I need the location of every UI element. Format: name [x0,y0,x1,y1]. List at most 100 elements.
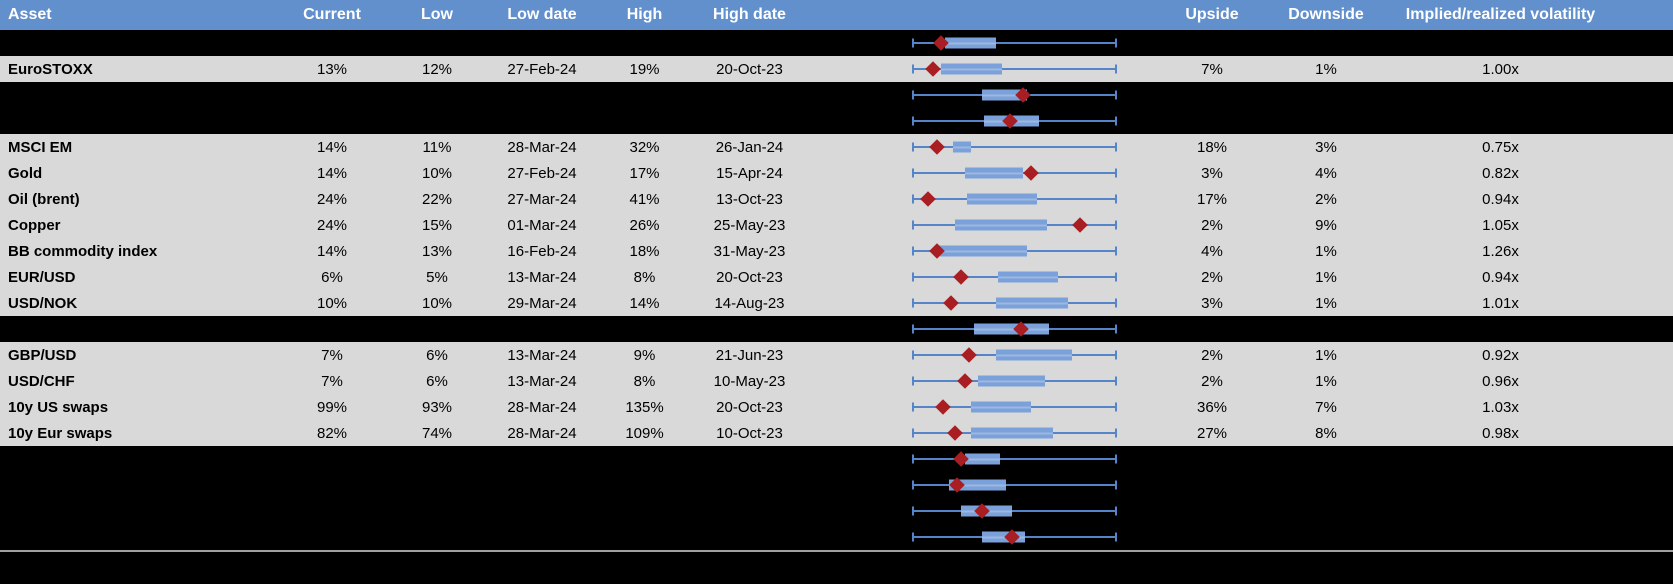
cell-implied-realized: 0.98x [1482,424,1519,442]
cell-low: 6% [426,346,448,364]
asset-name: Oil (brent) [8,190,80,208]
footer-divider [0,550,1673,552]
spacer-row [0,316,1673,342]
cell-high: 8% [633,372,656,390]
cell-boxplot [807,56,1127,82]
diamond-marker-icon [1072,217,1088,233]
table-row: Copper 24% 15% 01-Mar-24 26% 25-May-23 2% 9% 1.0… [0,212,1673,238]
cell-boxplot [807,316,1127,342]
percentile-box [981,89,1027,101]
table-row: EuroSTOXX 13% 12% 27-Feb-24 19% 20-Oct-23 7% 1%… [0,56,1673,82]
cell-low: 5% [426,268,448,286]
cell-current: 24% [316,216,348,234]
cell-boxplot [807,368,1127,394]
whisker-cap-left [912,194,914,204]
table-row: 10y US swaps 99% 93% 28-Mar-24 135% 20-Oct-23… [0,394,1673,420]
cell-current: 14% [316,138,348,156]
whisker-cap-left [912,324,914,334]
spacer-row [0,82,1673,108]
cell-low: 74% [421,424,453,442]
asset-name: USD/NOK [8,294,78,312]
column-header-high-date: High date [713,6,786,23]
cell-boxplot [807,472,1127,498]
whisker-cap-left [912,90,914,100]
whisker-cap-right [1115,64,1117,74]
whisker-cap-left [912,38,914,48]
cell-boxplot [807,420,1127,446]
range-boxplot [912,134,1117,160]
cell-current: 7% [321,346,343,364]
footer-band [0,552,1673,584]
cell-low-date: 13-Mar-24 [507,268,577,286]
asset-name: EUR/USD [8,268,76,286]
percentile-box [971,427,1054,439]
cell-downside: 1% [1315,268,1337,286]
table-row: BB commodity index 14% 13% 16-Feb-24 18% 31-M… [0,238,1673,264]
cell-high: 17% [629,164,660,182]
cell-current: 10% [316,294,348,312]
range-whisker-line [912,146,1117,148]
cell-implied-realized: 0.96x [1482,372,1519,390]
cell-low-date: 16-Feb-24 [507,242,577,260]
cell-implied-realized: 0.92x [1482,346,1519,364]
range-whisker-line [912,68,1117,70]
range-boxplot [912,82,1117,108]
whisker-cap-right [1115,428,1117,438]
cell-low-date: 01-Mar-24 [507,216,577,234]
cell-high-date: 20-Oct-23 [716,60,783,78]
cell-high: 41% [629,190,660,208]
whisker-cap-right [1115,532,1117,542]
percentile-box [953,141,972,153]
cell-boxplot [807,394,1127,420]
cell-high-date: 15-Apr-24 [716,164,783,182]
cell-downside: 8% [1315,424,1337,442]
range-boxplot [912,524,1117,550]
cell-boxplot [807,160,1127,186]
cell-downside: 9% [1315,216,1337,234]
whisker-cap-right [1115,194,1117,204]
cell-low: 22% [421,190,453,208]
whisker-cap-right [1115,454,1117,464]
percentile-box [965,453,1001,465]
cell-low-date: 13-Mar-24 [507,346,577,364]
percentile-box [996,297,1068,309]
range-boxplot [912,394,1117,420]
spacer-row [0,524,1673,550]
cell-upside: 3% [1201,294,1223,312]
cell-high: 26% [629,216,660,234]
cell-current: 14% [316,164,348,182]
cell-downside: 7% [1315,398,1337,416]
cell-high: 109% [625,424,664,442]
percentile-box [977,375,1046,387]
table-row: USD/NOK 10% 10% 29-Mar-24 14% 14-Aug-23 3% 1% 1.… [0,290,1673,316]
cell-low-date: 28-Mar-24 [507,424,577,442]
cell-high: 135% [625,398,664,416]
cell-downside: 1% [1315,242,1337,260]
cell-upside: 18% [1196,138,1228,156]
cell-high-date: 20-Oct-23 [716,268,783,286]
whisker-cap-left [912,402,914,412]
cell-boxplot [807,498,1127,524]
cell-boxplot [807,108,1127,134]
cell-low-date: 28-Mar-24 [507,398,577,416]
whisker-cap-left [912,142,914,152]
asset-name: BB commodity index [8,242,158,260]
cell-boxplot [807,134,1127,160]
diamond-marker-icon [934,399,951,415]
cell-boxplot [807,186,1127,212]
whisker-cap-left [912,272,914,282]
whisker-cap-left [912,64,914,74]
asset-name: Copper [8,216,61,234]
whisker-cap-left [912,168,914,178]
cell-high: 14% [629,294,660,312]
whisker-cap-left [912,246,914,256]
cell-boxplot [807,264,1127,290]
whisker-cap-left [912,506,914,516]
table-row: EUR/USD 6% 5% 13-Mar-24 8% 20-Oct-23 2% 1% 0.94x [0,264,1673,290]
column-header-high: High [626,6,663,23]
range-boxplot [912,342,1117,368]
whisker-cap-right [1115,116,1117,126]
table-row: 10y Eur swaps 82% 74% 28-Mar-24 109% 10-Oct-2… [0,420,1673,446]
cell-low: 12% [421,60,453,78]
cell-high-date: 20-Oct-23 [716,398,783,416]
